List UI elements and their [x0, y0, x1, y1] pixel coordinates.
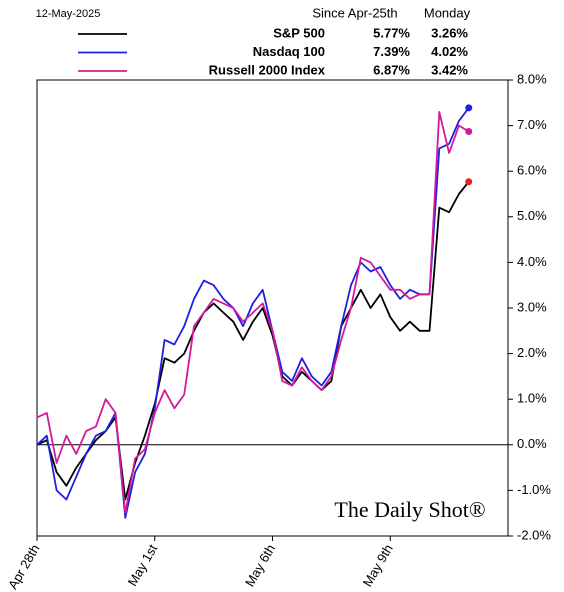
- y-tick-label: 3.0%: [517, 299, 547, 314]
- column-header: Since Apr-25th: [312, 5, 397, 20]
- series-line: [36, 107, 470, 519]
- legend-label: S&P 500: [273, 25, 325, 40]
- y-tick-label: 6.0%: [517, 163, 547, 178]
- end-marker: [465, 104, 473, 112]
- legend-label: Russell 2000 Index: [209, 62, 326, 77]
- y-tick-label: 1.0%: [517, 391, 547, 406]
- legend-stat: 3.26%: [431, 25, 468, 40]
- legend-stat: 7.39%: [373, 44, 410, 59]
- legend-stat: 6.87%: [373, 62, 410, 77]
- end-marker: [465, 178, 473, 186]
- series-line: [36, 111, 470, 515]
- legend-stat: 4.02%: [431, 44, 468, 59]
- watermark: The Daily Shot®: [334, 497, 485, 522]
- x-tick-label: May 6th: [242, 542, 278, 590]
- y-tick-label: 5.0%: [517, 208, 547, 223]
- y-tick-label: 4.0%: [517, 254, 547, 269]
- x-tick-label: May 1st: [125, 541, 161, 588]
- series-line: [36, 181, 470, 501]
- y-tick-label: 7.0%: [517, 117, 547, 132]
- column-header: Monday: [424, 5, 471, 20]
- y-tick-label: 0.0%: [517, 436, 547, 451]
- x-tick-label: May 9th: [360, 542, 396, 590]
- date-label: 12-May-2025: [36, 8, 101, 20]
- legend-stat: 3.42%: [431, 62, 468, 77]
- legend-label: Nasdaq 100: [253, 44, 325, 59]
- end-marker: [465, 128, 473, 136]
- y-tick-label: 8.0%: [517, 71, 547, 86]
- x-tick-label: Apr 28th: [5, 542, 43, 592]
- y-tick-label: -2.0%: [517, 527, 551, 542]
- y-tick-label: -1.0%: [517, 482, 551, 497]
- y-tick-label: 2.0%: [517, 345, 547, 360]
- legend-stat: 5.77%: [373, 25, 410, 40]
